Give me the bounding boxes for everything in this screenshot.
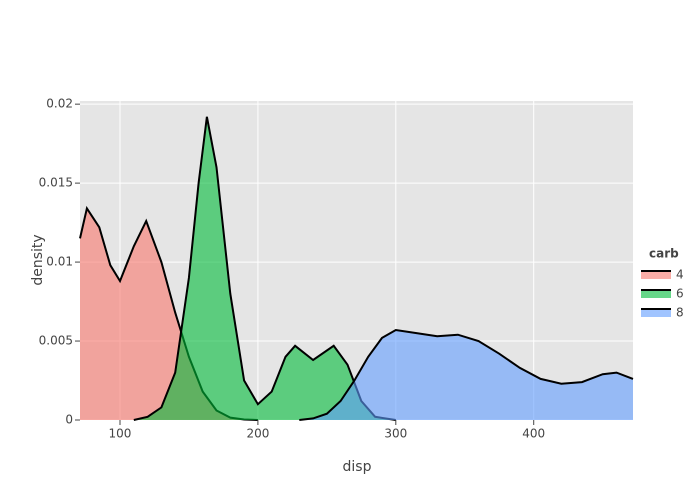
area-fill	[80, 208, 258, 420]
areas	[79, 116, 634, 421]
legend-swatch[interactable]	[641, 309, 671, 317]
y-axis-title: density	[30, 234, 46, 285]
legend-swatch[interactable]	[641, 290, 671, 298]
x-tick-label: 100	[109, 427, 132, 441]
area-fill	[299, 330, 633, 420]
legend-label[interactable]: 4	[676, 268, 684, 282]
y-tick-label: 0.02	[46, 97, 73, 111]
legend-label[interactable]: 8	[676, 306, 684, 320]
y-tick-label: 0.005	[39, 334, 73, 348]
y-tick-label: 0.015	[39, 176, 73, 190]
density-line	[299, 328, 634, 421]
legend-title: carb	[649, 247, 679, 261]
y-tick-label: 0.01	[46, 255, 73, 269]
y-tick-label: 0	[65, 413, 73, 427]
legend-label[interactable]: 6	[676, 287, 684, 301]
legend-swatch[interactable]	[641, 271, 671, 279]
x-axis-title: disp	[343, 459, 372, 475]
x-tick-label: 400	[522, 427, 545, 441]
x-tick-label: 300	[384, 427, 407, 441]
density-line	[133, 116, 396, 421]
area-fill	[133, 116, 396, 421]
legend: 4 6 8	[641, 268, 684, 320]
labels: 0 0.005 0.01 0.015 0.02 100 200 300 400	[39, 97, 546, 441]
x-tick-label: 200	[246, 427, 269, 441]
